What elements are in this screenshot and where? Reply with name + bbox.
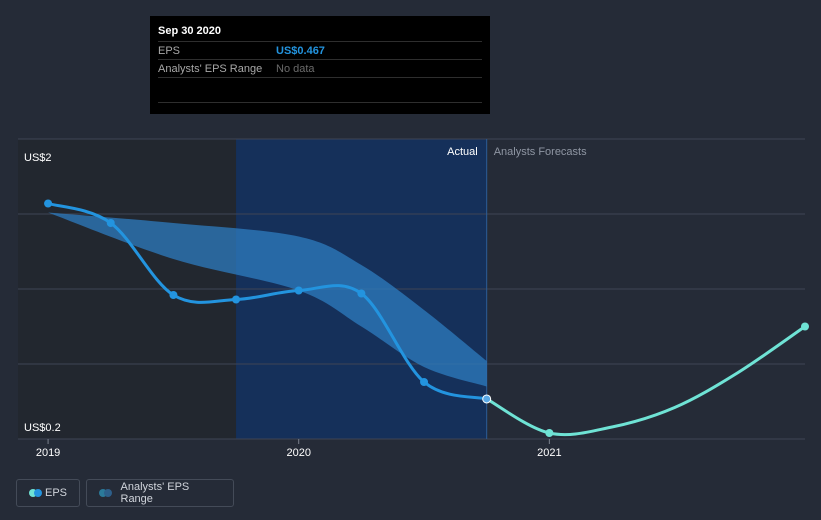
- x-tick-label: 2019: [36, 447, 60, 459]
- eps-point: [169, 291, 178, 299]
- eps-point: [357, 289, 366, 298]
- tooltip-date: Sep 30 2020: [158, 25, 221, 37]
- x-tick-label: 2021: [537, 447, 561, 459]
- tooltip-range-label: Analysts' EPS Range: [158, 62, 263, 75]
- x-tick-label: 2020: [286, 447, 310, 459]
- y-tick-label: US$2: [24, 152, 52, 164]
- eps-point: [232, 295, 241, 304]
- eps-point-selected: [482, 394, 492, 404]
- tooltip-eps-label: EPS: [158, 44, 181, 57]
- eps-line: [46, 202, 489, 401]
- forecast-point: [545, 429, 554, 437]
- eps-point: [294, 286, 303, 295]
- tooltip-eps-value: US$0.467: [276, 44, 325, 57]
- actual-region-label: Actual: [447, 146, 478, 158]
- eps-swatch-icon: [29, 489, 42, 497]
- tooltip-eps-row: EPS US$0.467: [158, 41, 482, 59]
- tooltip-panel: Sep 30 2020 EPS US$0.467 Analysts' EPS R…: [150, 16, 490, 114]
- forecast-point: [801, 322, 809, 331]
- legend-eps-button[interactable]: EPS: [16, 479, 80, 507]
- legend-range-label: Analysts' EPS Range: [120, 481, 190, 505]
- eps-point: [106, 219, 115, 227]
- y-tick-label: US$0.2: [24, 422, 61, 434]
- eps-point: [44, 199, 53, 208]
- eps-point: [420, 378, 429, 386]
- tooltip-divider: [158, 78, 482, 103]
- analysts-range-band: [48, 212, 487, 387]
- tooltip-range-value: No data: [276, 62, 315, 75]
- legend-range-button[interactable]: Analysts' EPS Range: [86, 479, 234, 507]
- forecast-line: [485, 325, 807, 437]
- forecast-region-label: Analysts Forecasts: [494, 146, 587, 158]
- tooltip-range-row: Analysts' EPS Range No data: [158, 59, 482, 78]
- range-swatch-icon: [99, 489, 113, 497]
- legend-eps-label: EPS: [44, 487, 67, 499]
